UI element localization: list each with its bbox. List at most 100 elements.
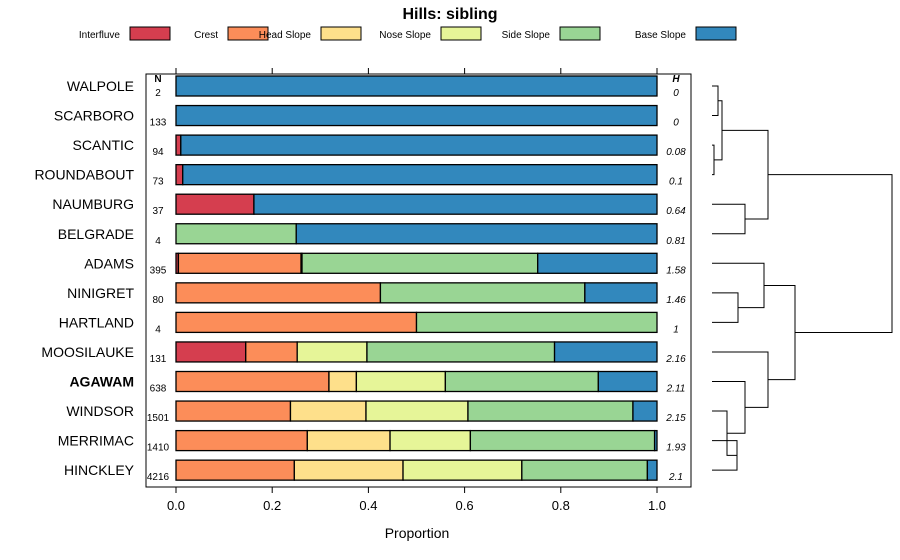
- dendrogram-link-9: [712, 381, 746, 434]
- n-column-header: N: [154, 74, 161, 85]
- bar-segment-hartland-crest: [175, 311, 418, 334]
- bar-segment-ninigret-crest: [175, 282, 382, 304]
- bar-segment-moosilauke-nose-slope: [296, 341, 368, 363]
- n-value-roundabout: 73: [152, 177, 164, 188]
- bar-segment-moosilauke-side-slope: [366, 341, 556, 363]
- h-value-hinckley: 2.1: [668, 472, 683, 483]
- x-tick-label: 0.8: [552, 498, 570, 513]
- bar-segment-adams-crest: [177, 252, 302, 274]
- legend-label-side-slope: Side Slope: [502, 30, 551, 41]
- x-tick-label: 0.2: [263, 498, 281, 513]
- bar-segment-merrimac-nose-slope: [389, 429, 472, 452]
- bar-segment-windsor-head-slope: [289, 400, 367, 422]
- bar-segment-windsor-crest: [175, 400, 292, 422]
- dendrogram-link-0: [712, 85, 719, 117]
- x-tick-label: 0.6: [456, 498, 474, 513]
- plot-frame: [145, 73, 692, 488]
- legend-swatch-head-slope: [320, 26, 362, 41]
- bar-segment-naumburg-base-slope: [253, 193, 658, 215]
- legend-label-crest: Crest: [194, 30, 218, 41]
- n-value-scarboro: 133: [150, 118, 167, 129]
- bar-segment-merrimac-crest: [175, 429, 308, 452]
- dendrogram-link-1: [712, 144, 715, 176]
- category-label-agawam: AGAWAM: [69, 374, 134, 390]
- n-value-walpole: 2: [155, 88, 161, 99]
- bar-segment-windsor-base-slope: [632, 400, 658, 422]
- dendrogram: [712, 85, 893, 471]
- n-value-moosilauke: 131: [150, 354, 167, 365]
- dendrogram-link-10: [712, 351, 769, 408]
- bar-segment-roundabout-base-slope: [182, 163, 658, 186]
- h-value-scantic: 0.08: [666, 147, 686, 158]
- category-label-hinckley: HINCKLEY: [64, 462, 135, 478]
- bar-segment-naumburg-interfluve: [175, 193, 255, 215]
- category-label-walpole: WALPOLE: [67, 78, 134, 94]
- bar-segment-merrimac-base-slope: [653, 429, 658, 452]
- category-label-belgrade: BELGRADE: [58, 226, 134, 242]
- n-value-agawam: 638: [150, 384, 167, 395]
- h-value-ninigret: 1.46: [666, 295, 686, 306]
- bar-segment-agawam-nose-slope: [355, 370, 447, 393]
- x-tick-label: 1.0: [648, 498, 666, 513]
- bar-segment-walpole-base-slope: [175, 75, 658, 97]
- n-value-adams: 395: [150, 265, 167, 276]
- bar-segment-windsor-nose-slope: [365, 400, 469, 422]
- bar-area: WALPOLE 2 0 SCARBORO 133 0 SCANTIC 94 0.08 ROUNDA…: [34, 75, 686, 483]
- bar-segment-agawam-crest: [175, 370, 330, 393]
- x-tick-label: 0.0: [167, 498, 185, 513]
- legend-swatch-base-slope: [695, 26, 737, 41]
- category-label-ninigret: NINIGRET: [67, 285, 134, 301]
- n-value-windsor: 1501: [147, 413, 170, 424]
- h-value-hartland: 1: [673, 324, 679, 335]
- bar-segment-merrimac-side-slope: [469, 429, 656, 452]
- category-label-roundabout: ROUNDABOUT: [34, 167, 134, 183]
- category-label-windsor: WINDSOR: [66, 403, 134, 419]
- h-value-scarboro: 0: [673, 118, 679, 129]
- dendrogram-link-3: [712, 203, 746, 235]
- category-label-merrimac: MERRIMAC: [58, 433, 134, 449]
- category-label-hartland: HARTLAND: [59, 314, 134, 330]
- category-label-moosilauke: MOOSILAUKE: [41, 344, 134, 360]
- n-value-belgrade: 4: [155, 236, 161, 247]
- legend-label-interfluve: Interfluve: [79, 30, 121, 41]
- bar-segment-ninigret-side-slope: [379, 282, 586, 304]
- h-value-merrimac: 1.93: [666, 443, 686, 454]
- bar-segment-belgrade-side-slope: [175, 223, 297, 245]
- bar-segment-agawam-head-slope: [328, 370, 358, 393]
- h-value-moosilauke: 2.16: [665, 354, 686, 365]
- bar-segment-moosilauke-crest: [245, 341, 298, 363]
- bar-segment-ninigret-base-slope: [584, 282, 658, 304]
- bar-segment-scantic-base-slope: [180, 134, 658, 156]
- dendrogram-link-12: [768, 174, 893, 334]
- bar-segment-moosilauke-interfluve: [175, 341, 247, 363]
- category-label-scantic: SCANTIC: [73, 137, 134, 153]
- category-label-scarboro: SCARBORO: [54, 108, 134, 124]
- bar-segment-hinckley-crest: [175, 459, 295, 481]
- category-label-adams: ADAMS: [84, 255, 134, 271]
- x-tick-label: 0.4: [359, 498, 377, 513]
- h-value-adams: 1.58: [666, 265, 686, 276]
- legend-swatch-interfluve: [129, 26, 171, 41]
- bar-segment-hartland-side-slope: [415, 311, 658, 334]
- legend-swatch-crest: [227, 26, 269, 41]
- legend-label-base-slope: Base Slope: [635, 30, 687, 41]
- bar-segment-scarboro-base-slope: [175, 104, 658, 127]
- dendrogram-link-5: [712, 292, 739, 323]
- legend-swatch-nose-slope: [440, 26, 482, 41]
- x-axis-title: Proportion: [385, 525, 450, 541]
- bar-segment-hinckley-nose-slope: [402, 459, 523, 481]
- n-value-scantic: 94: [152, 147, 164, 158]
- bar-segment-hinckley-head-slope: [293, 459, 404, 481]
- legend: Interfluve Crest Head Slope Nose Slope Side …: [79, 26, 737, 41]
- category-label-naumburg: NAUMBURG: [52, 196, 134, 212]
- h-value-belgrade: 0.81: [666, 236, 685, 247]
- h-value-walpole: 0: [673, 88, 679, 99]
- bar-segment-agawam-base-slope: [597, 370, 658, 393]
- legend-swatch-side-slope: [559, 26, 601, 41]
- n-value-merrimac: 1410: [147, 443, 170, 454]
- legend-label-head-slope: Head Slope: [259, 30, 312, 41]
- bar-segment-windsor-side-slope: [467, 400, 634, 422]
- legend-label-nose-slope: Nose Slope: [379, 30, 431, 41]
- n-value-ninigret: 80: [152, 295, 164, 306]
